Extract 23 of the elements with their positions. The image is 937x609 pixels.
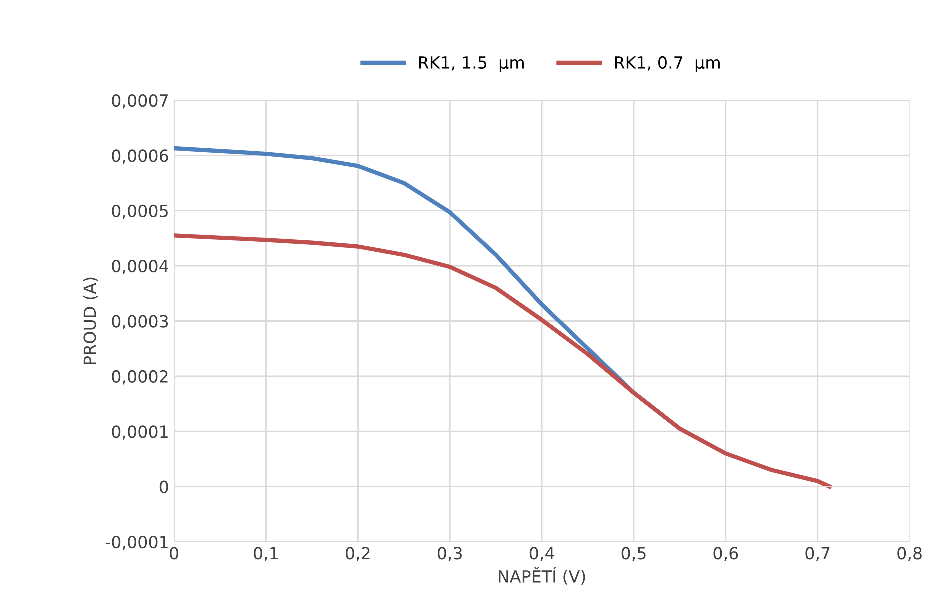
y-tick-label: 0,0006 bbox=[112, 150, 168, 164]
x-tick-label: 0,5 bbox=[622, 547, 646, 562]
y-tick-label: 0,0005 bbox=[112, 204, 168, 220]
line-series bbox=[174, 234, 832, 489]
x-axis-title: NAPĚTÍ (V) bbox=[499, 567, 586, 585]
x-tick-label: 0,4 bbox=[530, 547, 554, 562]
y-tick-label: 0,0004 bbox=[112, 260, 168, 274]
x-tick-label: 0,3 bbox=[438, 547, 462, 562]
legend-label: RK1, 0.7 µm bbox=[615, 56, 720, 72]
y-tick-label: 0,0002 bbox=[112, 370, 168, 385]
x-tick-label: 0 bbox=[170, 547, 178, 560]
y-axis-title: PROUD (A) bbox=[83, 278, 98, 364]
y-tick-label: 0,0007 bbox=[112, 94, 168, 109]
y-tick-label: 0,0003 bbox=[112, 315, 168, 330]
x-tick-label: 0,7 bbox=[806, 547, 830, 562]
y-tick-label: -0,0001 bbox=[106, 536, 168, 550]
y-tick-label: 0 bbox=[160, 480, 168, 494]
y-tick-label: 0,0001 bbox=[112, 426, 168, 440]
x-tick-label: 0,6 bbox=[714, 547, 738, 562]
x-tick-label: 0,2 bbox=[346, 547, 370, 562]
legend-label: RK1, 1.5 µm bbox=[419, 56, 524, 72]
x-tick-label: 0,1 bbox=[254, 547, 278, 562]
x-tick-label: 0,8 bbox=[898, 547, 922, 562]
